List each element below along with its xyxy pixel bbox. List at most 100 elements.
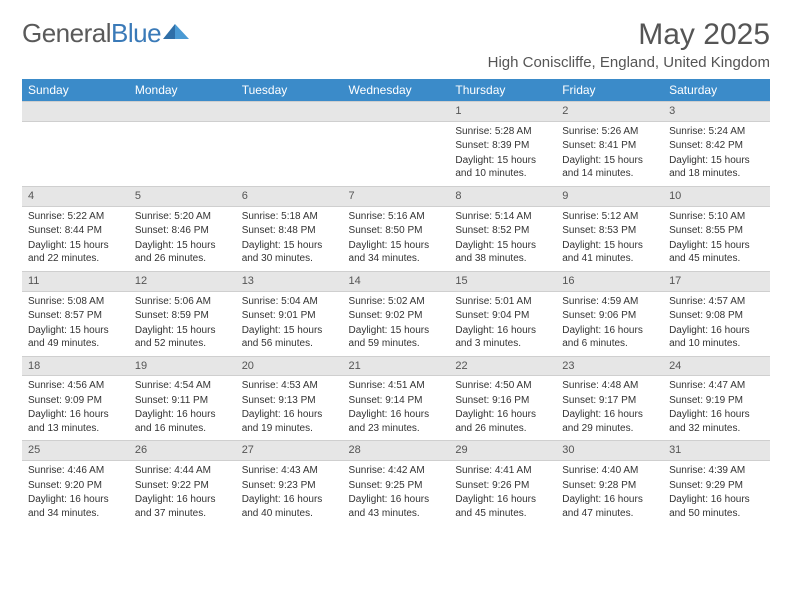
sunrise-text: Sunrise: 5:16 AM bbox=[349, 210, 444, 224]
day-number-bar: 16 bbox=[556, 271, 663, 292]
sunrise-text: Sunrise: 5:14 AM bbox=[455, 210, 550, 224]
calendar-day-cell: 16Sunrise: 4:59 AMSunset: 9:06 PMDayligh… bbox=[556, 271, 663, 356]
calendar-day-cell: 30Sunrise: 4:40 AMSunset: 9:28 PMDayligh… bbox=[556, 440, 663, 525]
calendar-day-cell: 7Sunrise: 5:16 AMSunset: 8:50 PMDaylight… bbox=[343, 186, 450, 271]
sunrise-text: Sunrise: 4:40 AM bbox=[562, 464, 657, 478]
daylight-text: Daylight: 16 hours and 19 minutes. bbox=[242, 408, 337, 435]
daylight-text: Daylight: 16 hours and 40 minutes. bbox=[242, 493, 337, 520]
sunset-text: Sunset: 9:09 PM bbox=[28, 394, 123, 408]
day-number-bar: 25 bbox=[22, 440, 129, 461]
weekday-header: Sunday bbox=[22, 79, 129, 101]
sunrise-text: Sunrise: 5:22 AM bbox=[28, 210, 123, 224]
sunrise-text: Sunrise: 4:57 AM bbox=[669, 295, 764, 309]
calendar-week-row: 25Sunrise: 4:46 AMSunset: 9:20 PMDayligh… bbox=[22, 440, 770, 525]
calendar-day-cell: 1Sunrise: 5:28 AMSunset: 8:39 PMDaylight… bbox=[449, 101, 556, 186]
sunrise-text: Sunrise: 5:20 AM bbox=[135, 210, 230, 224]
daylight-text: Daylight: 15 hours and 22 minutes. bbox=[28, 239, 123, 266]
day-number-bar: 4 bbox=[22, 186, 129, 207]
day-number-bar: 9 bbox=[556, 186, 663, 207]
daylight-text: Daylight: 15 hours and 26 minutes. bbox=[135, 239, 230, 266]
day-number-bar: 10 bbox=[663, 186, 770, 207]
day-body: Sunrise: 4:48 AMSunset: 9:17 PMDaylight:… bbox=[556, 376, 663, 440]
daylight-text: Daylight: 15 hours and 41 minutes. bbox=[562, 239, 657, 266]
day-body: Sunrise: 5:08 AMSunset: 8:57 PMDaylight:… bbox=[22, 292, 129, 356]
sunrise-text: Sunrise: 4:44 AM bbox=[135, 464, 230, 478]
day-body: Sunrise: 4:51 AMSunset: 9:14 PMDaylight:… bbox=[343, 376, 450, 440]
logo-text: GeneralBlue bbox=[22, 18, 161, 49]
sunrise-text: Sunrise: 5:12 AM bbox=[562, 210, 657, 224]
sunset-text: Sunset: 9:14 PM bbox=[349, 394, 444, 408]
day-body: Sunrise: 5:18 AMSunset: 8:48 PMDaylight:… bbox=[236, 207, 343, 271]
calendar-day-cell: 3Sunrise: 5:24 AMSunset: 8:42 PMDaylight… bbox=[663, 101, 770, 186]
sunrise-text: Sunrise: 4:56 AM bbox=[28, 379, 123, 393]
weekday-header: Saturday bbox=[663, 79, 770, 101]
day-body: Sunrise: 5:01 AMSunset: 9:04 PMDaylight:… bbox=[449, 292, 556, 356]
day-number-bar: 27 bbox=[236, 440, 343, 461]
calendar-day-cell: 18Sunrise: 4:56 AMSunset: 9:09 PMDayligh… bbox=[22, 356, 129, 441]
logo-triangle-icon bbox=[163, 21, 191, 46]
logo-text-1: General bbox=[22, 18, 111, 48]
day-number-bar: 7 bbox=[343, 186, 450, 207]
sunrise-text: Sunrise: 5:18 AM bbox=[242, 210, 337, 224]
sunrise-text: Sunrise: 5:28 AM bbox=[455, 125, 550, 139]
sunset-text: Sunset: 8:39 PM bbox=[455, 139, 550, 153]
day-body: Sunrise: 5:24 AMSunset: 8:42 PMDaylight:… bbox=[663, 122, 770, 186]
day-number-bar: 3 bbox=[663, 101, 770, 122]
calendar-day-cell: 12Sunrise: 5:06 AMSunset: 8:59 PMDayligh… bbox=[129, 271, 236, 356]
sunrise-text: Sunrise: 4:41 AM bbox=[455, 464, 550, 478]
sunset-text: Sunset: 8:44 PM bbox=[28, 224, 123, 238]
daylight-text: Daylight: 16 hours and 47 minutes. bbox=[562, 493, 657, 520]
daylight-text: Daylight: 15 hours and 59 minutes. bbox=[349, 324, 444, 351]
calendar-day-cell bbox=[343, 101, 450, 186]
day-number-bar: 19 bbox=[129, 356, 236, 377]
calendar-day-cell: 26Sunrise: 4:44 AMSunset: 9:22 PMDayligh… bbox=[129, 440, 236, 525]
daylight-text: Daylight: 16 hours and 37 minutes. bbox=[135, 493, 230, 520]
day-number-bar: 12 bbox=[129, 271, 236, 292]
sunset-text: Sunset: 8:46 PM bbox=[135, 224, 230, 238]
day-body: Sunrise: 4:46 AMSunset: 9:20 PMDaylight:… bbox=[22, 461, 129, 525]
sunrise-text: Sunrise: 5:10 AM bbox=[669, 210, 764, 224]
logo-text-2: Blue bbox=[111, 18, 161, 48]
calendar-week-row: 18 Sunrise: 4:56 AMSunset: 9:09 PM Dayligh… bbox=[22, 356, 770, 441]
sunrise-text: Sunrise: 4:50 AM bbox=[455, 379, 550, 393]
calendar-day-cell bbox=[22, 101, 129, 186]
day-body: Sunrise: 5:22 AMSunset: 8:44 PMDaylight:… bbox=[22, 207, 129, 271]
sunrise-text: Sunrise: 4:51 AM bbox=[349, 379, 444, 393]
sunset-text: Sunset: 8:59 PM bbox=[135, 309, 230, 323]
day-body: Sunrise: 4:43 AMSunset: 9:23 PMDaylight:… bbox=[236, 461, 343, 525]
calendar-day-cell: 2Sunrise: 5:26 AMSunset: 8:41 PMDaylight… bbox=[556, 101, 663, 186]
calendar-day-cell: 21Sunrise: 4:51 AMSunset: 9:14 PMDayligh… bbox=[343, 356, 450, 441]
calendar-day-cell: 6Sunrise: 5:18 AMSunset: 8:48 PMDaylight… bbox=[236, 186, 343, 271]
sunset-text: Sunset: 8:48 PM bbox=[242, 224, 337, 238]
daylight-text: Daylight: 16 hours and 29 minutes. bbox=[562, 408, 657, 435]
day-body: Sunrise: 5:14 AMSunset: 8:52 PMDaylight:… bbox=[449, 207, 556, 271]
day-number-bar bbox=[22, 101, 129, 122]
sunrise-text: Sunrise: 4:43 AM bbox=[242, 464, 337, 478]
sunset-text: Sunset: 9:13 PM bbox=[242, 394, 337, 408]
sunrise-text: Sunrise: 5:02 AM bbox=[349, 295, 444, 309]
calendar-day-cell bbox=[236, 101, 343, 186]
day-body: Sunrise: 4:50 AMSunset: 9:16 PMDaylight:… bbox=[449, 376, 556, 440]
weekday-header: Friday bbox=[556, 79, 663, 101]
day-number-bar: 29 bbox=[449, 440, 556, 461]
calendar-day-cell: 10Sunrise: 5:10 AMSunset: 8:55 PMDayligh… bbox=[663, 186, 770, 271]
sunset-text: Sunset: 9:28 PM bbox=[562, 479, 657, 493]
sunset-text: Sunset: 9:19 PM bbox=[669, 394, 764, 408]
day-number-bar: 17 bbox=[663, 271, 770, 292]
calendar-day-cell: 4Sunrise: 5:22 AMSunset: 8:44 PMDaylight… bbox=[22, 186, 129, 271]
calendar-day-cell: 13Sunrise: 5:04 AMSunset: 9:01 PMDayligh… bbox=[236, 271, 343, 356]
sunset-text: Sunset: 9:26 PM bbox=[455, 479, 550, 493]
day-number-bar: 1 bbox=[449, 101, 556, 122]
sunset-text: Sunset: 8:41 PM bbox=[562, 139, 657, 153]
daylight-text: Daylight: 15 hours and 49 minutes. bbox=[28, 324, 123, 351]
calendar-day-cell: 5Sunrise: 5:20 AMSunset: 8:46 PMDaylight… bbox=[129, 186, 236, 271]
day-body: Sunrise: 4:47 AMSunset: 9:19 PMDaylight:… bbox=[663, 376, 770, 440]
day-number-bar: 20 bbox=[236, 356, 343, 377]
weekday-header: Tuesday bbox=[236, 79, 343, 101]
day-body: Sunrise: 4:39 AMSunset: 9:29 PMDaylight:… bbox=[663, 461, 770, 525]
day-number-bar: 24 bbox=[663, 356, 770, 377]
weekday-header: Monday bbox=[129, 79, 236, 101]
daylight-text: Daylight: 15 hours and 18 minutes. bbox=[669, 154, 764, 181]
day-number-bar: 18 bbox=[22, 356, 129, 377]
calendar-day-cell: 15Sunrise: 5:01 AMSunset: 9:04 PMDayligh… bbox=[449, 271, 556, 356]
